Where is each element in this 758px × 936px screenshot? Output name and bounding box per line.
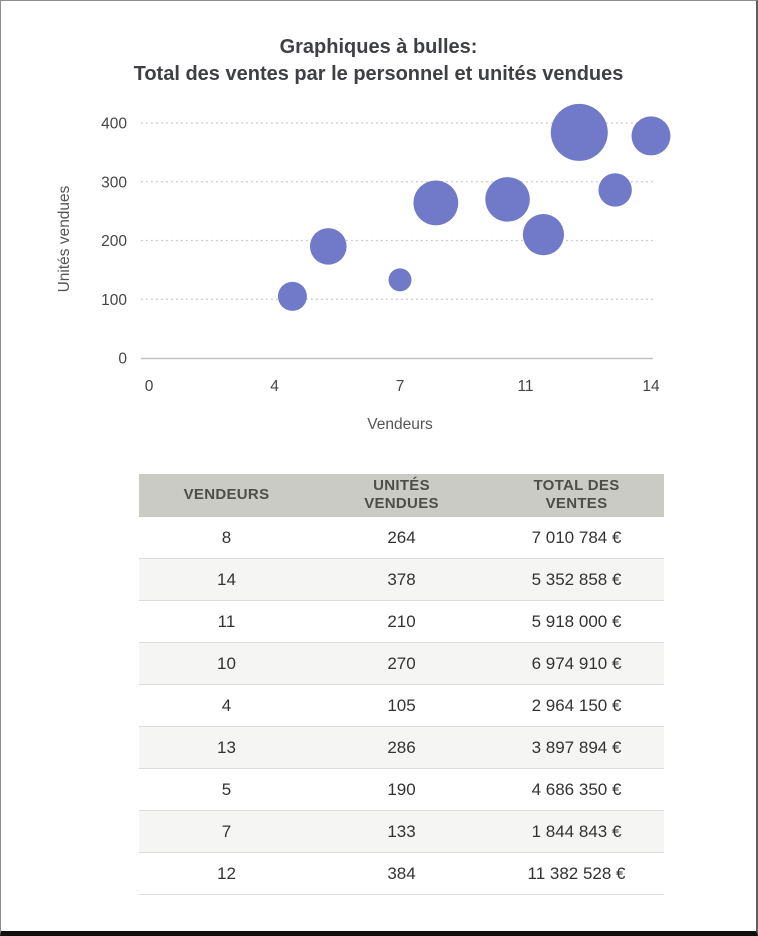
bubble [309,228,347,265]
table-body: 8 264 7 010 784 € 14 378 5 352 858 € 11 210 5 91… [139,517,664,895]
table-cell: 4 [221,695,232,715]
table-row: 12 384 11 382 528 € [139,853,664,895]
table-cell: 13 [217,737,236,757]
table-cell: 5 [221,779,232,799]
table-cell: 8 [221,527,232,547]
table-cell: 1 844 843 € [531,821,622,841]
table-header-unites-vendues: UNITÉS VENDUES [364,477,439,512]
table-cell: 2 964 150 € [531,695,622,715]
table-cell: 190 [387,779,416,799]
table-row: 4 105 2 964 150 € [139,685,664,727]
table-cell: 105 [387,695,416,715]
x-axis-title: Vendeurs [367,416,433,433]
y-tick-label: 300 [101,174,127,191]
data-table: VENDEURS UNITÉS VENDUES TOTAL DES VENTES… [139,474,664,895]
table-cell: 270 [387,653,416,673]
table-cell: 133 [387,821,416,841]
y-tick-label: 100 [101,292,127,309]
bubble [598,173,632,207]
table-row: 10 270 6 974 910 € [139,643,664,685]
chart-title: Graphiques à bulles: Total des ventes pa… [1,34,756,88]
table-cell: 5 352 858 € [531,569,622,589]
table-cell: 3 897 894 € [531,737,622,757]
x-tick-label: 0 [145,378,154,395]
x-tick-label: 4 [270,378,279,395]
table-header-total-des-ventes: TOTAL DES VENTES [533,477,620,512]
table-row: 5 190 4 686 350 € [139,769,664,811]
table-cell: 7 [221,821,232,841]
table-cell: 286 [387,737,416,757]
table-row: 14 378 5 352 858 € [139,559,664,601]
x-tick-label: 7 [396,378,405,395]
table-header-vendeurs: VENDEURS [183,486,270,503]
table-cell: 12 [217,863,236,883]
table-cell: 378 [387,569,416,589]
bubble [485,177,530,222]
table-cell: 14 [217,569,236,589]
bubble [388,268,412,292]
chart-title-line1: Graphiques à bulles: [279,36,478,58]
table-cell: 7 010 784 € [531,527,622,547]
y-axis-title: Unités vendues [56,185,73,292]
y-tick-label: 400 [101,116,127,133]
table-cell: 384 [387,863,416,883]
table-cell: 210 [387,611,416,631]
bubble-chart: 0 100 200 300 400 0 4 7 11 14 Vendeurs Unités vendu… [56,103,671,433]
table-row: 11 210 5 918 000 € [139,601,664,643]
bubble [277,281,307,311]
table-header-row: VENDEURS UNITÉS VENDUES TOTAL DES VENTES [139,474,664,517]
table-cell: 11 382 528 € [527,863,626,883]
table-row: 13 286 3 897 894 € [139,727,664,769]
bubble [522,214,565,256]
y-tick-label: 200 [101,233,127,250]
table-row: 7 133 1 844 843 € [139,811,664,853]
table-cell: 6 974 910 € [531,653,622,673]
y-tick-label: 0 [118,351,127,368]
bubble [631,116,671,156]
table-row: 8 264 7 010 784 € [139,517,664,559]
table-cell: 4 686 350 € [531,779,622,799]
table-cell: 10 [217,653,236,673]
chart-title-line2: Total des ventes par le personnel et uni… [133,63,624,85]
table-cell: 264 [387,527,416,547]
bubble [550,103,608,161]
x-tick-label: 11 [517,378,533,395]
bubble [413,180,459,226]
x-tick-label: 14 [642,378,660,395]
table-cell: 11 [217,611,236,631]
table-cell: 5 918 000 € [531,611,622,631]
